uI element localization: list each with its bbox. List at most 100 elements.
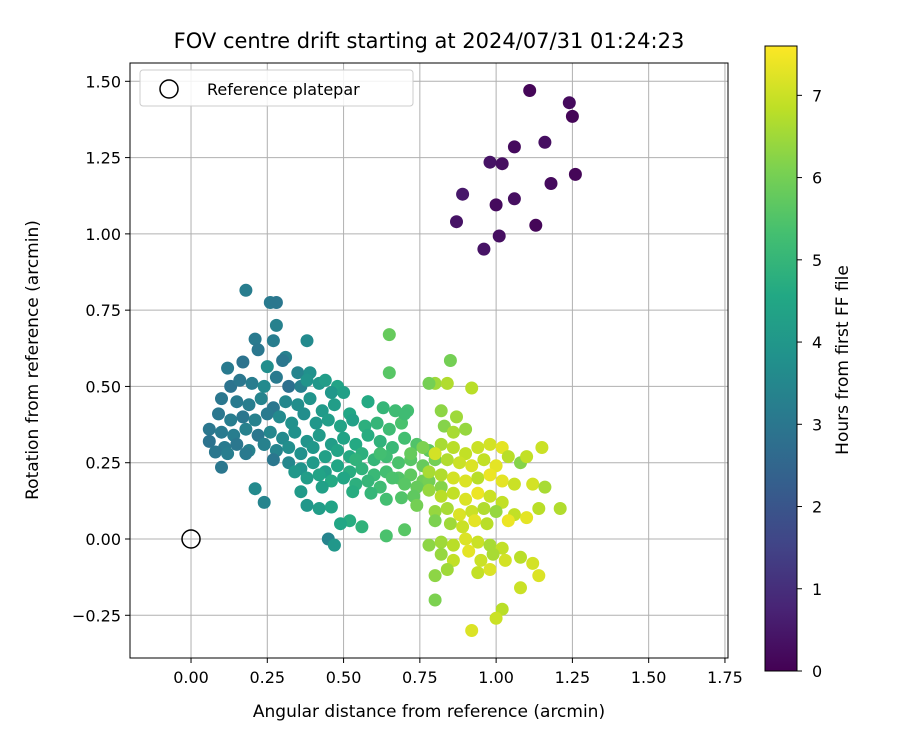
data-point: [514, 550, 527, 564]
data-point: [337, 386, 351, 399]
data-point: [373, 434, 387, 448]
data-point: [257, 379, 271, 393]
data-point: [282, 379, 296, 393]
data-point: [379, 492, 393, 506]
data-point: [269, 370, 283, 384]
data-point: [224, 379, 238, 393]
data-point: [379, 529, 393, 543]
data-point: [318, 450, 332, 464]
data-point: [315, 480, 329, 494]
data-point: [446, 441, 460, 454]
data-point: [471, 441, 485, 454]
data-point: [221, 361, 235, 375]
data-point: [434, 480, 448, 494]
data-point: [459, 474, 473, 488]
data-point: [422, 465, 436, 479]
data-point: [523, 84, 537, 97]
x-tick-label: 0.00: [173, 668, 209, 687]
colorbar: 0 1 2 3 4 5 6 7 Hours from first FF file: [764, 45, 853, 681]
colorbar-tick-label: 4: [812, 333, 822, 352]
data-point: [553, 502, 567, 515]
data-point: [239, 447, 253, 461]
data-point: [495, 441, 509, 454]
data-point: [489, 505, 503, 518]
data-point: [306, 456, 320, 470]
data-point: [254, 392, 268, 406]
x-tick-label: 0.75: [402, 668, 438, 687]
data-point: [215, 460, 228, 474]
data-point: [202, 434, 216, 448]
data-point: [501, 450, 515, 464]
x-tick-label: 1.00: [478, 668, 514, 687]
data-point: [300, 498, 314, 512]
data-point: [529, 218, 543, 232]
data-point: [395, 491, 408, 505]
data-point: [215, 425, 228, 439]
data-point: [446, 425, 460, 439]
data-point: [324, 474, 338, 488]
data-point: [373, 447, 387, 461]
data-point: [422, 538, 436, 552]
data-point: [349, 453, 363, 467]
colorbar-tick-label: 2: [812, 498, 822, 517]
data-point: [446, 538, 460, 552]
x-tick-label: 1.25: [555, 668, 591, 687]
data-point: [446, 471, 460, 485]
data-point: [443, 517, 457, 531]
data-point: [477, 453, 491, 467]
data-point: [239, 283, 253, 297]
data-point: [230, 437, 244, 451]
data-point: [245, 376, 259, 390]
data-point: [315, 404, 329, 418]
data-point: [221, 447, 235, 461]
data-point: [382, 328, 396, 342]
data-point: [327, 398, 341, 412]
data-point: [324, 500, 338, 514]
data-point: [495, 602, 509, 616]
data-point: [456, 520, 470, 534]
data-point: [538, 135, 552, 149]
data-point: [486, 547, 500, 561]
data-point: [443, 354, 457, 367]
data-point: [224, 413, 238, 427]
x-tick-label: 0.50: [326, 668, 362, 687]
data-point: [331, 444, 344, 457]
data-point: [233, 373, 247, 387]
data-point: [437, 419, 451, 433]
data-point: [459, 492, 473, 506]
data-point: [334, 419, 347, 433]
data-point: [385, 441, 399, 454]
data-point: [361, 474, 375, 488]
data-point: [355, 520, 369, 534]
data-point: [440, 453, 454, 467]
data-point: [450, 410, 463, 424]
data-point: [215, 392, 228, 406]
data-point: [294, 447, 308, 461]
data-point: [532, 502, 546, 515]
data-point: [565, 109, 579, 123]
data-point: [309, 416, 323, 430]
y-tick-label: 1.00: [85, 225, 121, 244]
data-point: [337, 471, 351, 485]
data-point: [276, 354, 290, 367]
data-point: [483, 468, 497, 482]
data-point: [465, 381, 479, 395]
data-point: [248, 413, 262, 427]
data-point: [507, 477, 521, 491]
data-point: [260, 360, 274, 374]
data-point: [236, 410, 250, 424]
data-point: [327, 538, 341, 552]
data-point: [520, 511, 534, 525]
data-point: [404, 468, 418, 482]
data-point: [373, 480, 387, 494]
data-point: [495, 541, 509, 555]
data-point: [236, 355, 250, 369]
data-point: [257, 437, 271, 451]
x-axis-label: Angular distance from reference (arcmin): [253, 702, 605, 722]
data-point: [422, 483, 436, 497]
data-point: [257, 495, 271, 509]
data-point: [459, 422, 473, 436]
data-point: [279, 395, 293, 409]
data-point: [248, 482, 262, 496]
data-point: [422, 376, 436, 390]
